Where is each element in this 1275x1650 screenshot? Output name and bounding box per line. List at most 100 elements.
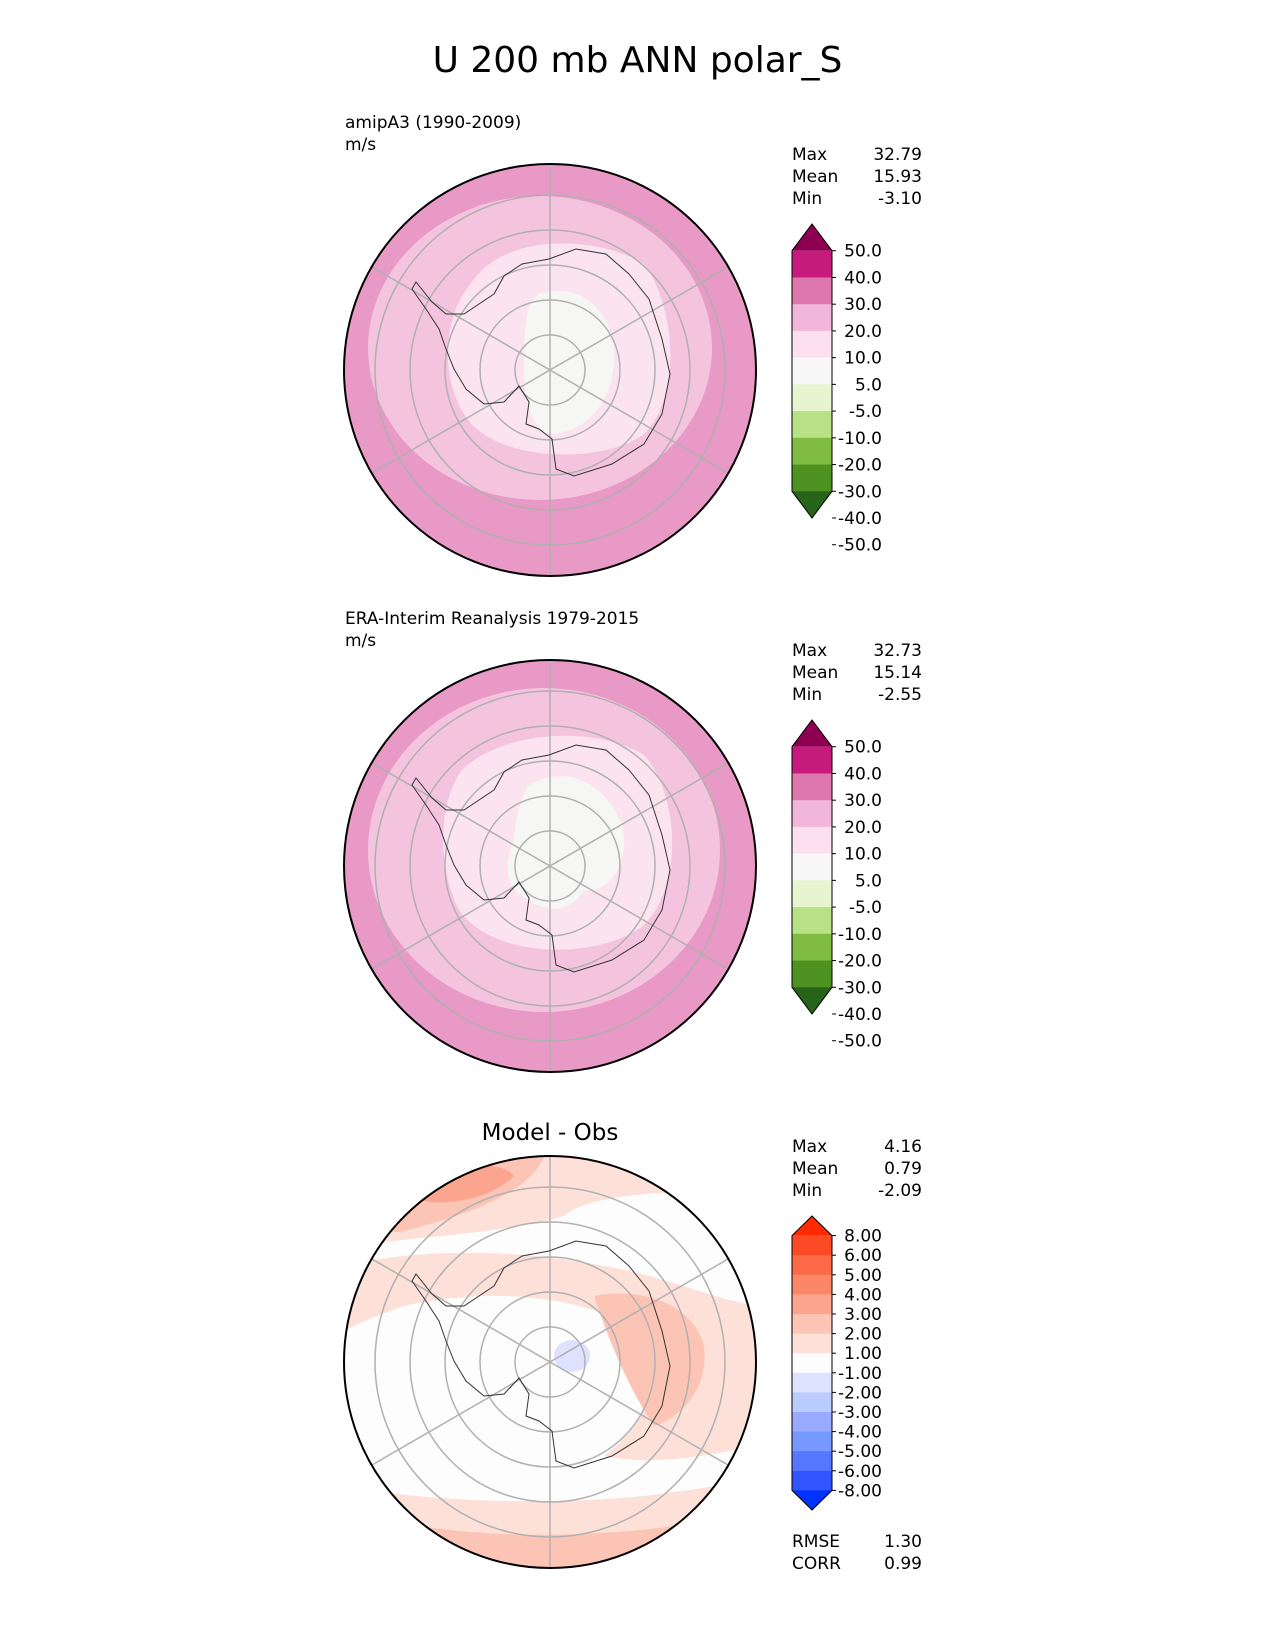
panel-2-title-line1: ERA-Interim Reanalysis 1979-2015	[345, 609, 640, 629]
colorbar-extend-min	[792, 491, 832, 518]
stat-max: 4.16	[884, 1137, 922, 1157]
colorbar-tick-label: -8.00	[838, 1481, 882, 1501]
panel-2-colorbar: 50.0 40.0 30.0 20.0 10.0 5.0 -5.0 -10.0 -20.0 -30…	[791, 719, 882, 1052]
colorbar-segment	[792, 1431, 832, 1452]
stat-label: Mean	[792, 167, 839, 187]
panel-3-antarctica-coastline	[411, 1240, 671, 1469]
colorbar-tick-label: -1.00	[838, 1364, 882, 1384]
colorbar-segment	[792, 437, 832, 466]
colorbar-segment	[792, 853, 832, 881]
colorbar-segment	[792, 1372, 832, 1393]
panel-3-map-boundary	[343, 1155, 757, 1569]
panel-1-stats: Max 32.79 Mean 15.93 Min -3.10	[792, 144, 922, 210]
colorbar-tick-label: -30.0	[838, 978, 882, 998]
colorbar-segment	[792, 1333, 832, 1354]
colorbar-segment	[792, 1353, 832, 1374]
colorbar-tick-label: -5.0	[849, 898, 882, 918]
panel-2-antarctica-coastline	[411, 744, 671, 973]
colorbar-tick-label: 3.00	[844, 1305, 882, 1325]
panel-2-map	[343, 659, 757, 1073]
colorbar-segment	[792, 384, 832, 412]
panel-3-stats: Max 4.16 Mean 0.79 Min -2.09	[792, 1136, 922, 1202]
colorbar-segment	[792, 826, 832, 855]
panel-2-units: m/s	[345, 631, 377, 651]
colorbar-tick-label: -50.0	[838, 536, 882, 556]
colorbar-tick-label: 6.00	[844, 1246, 882, 1266]
panel-1-title-line1: amipA3 (1990-2009)	[345, 113, 522, 133]
panel-3-map	[343, 1155, 757, 1569]
panel-3-graticule	[371, 1156, 729, 1568]
colorbar-tick-label: -40.0	[838, 1005, 882, 1025]
stat-mean: 15.93	[873, 167, 922, 187]
colorbar-segment	[792, 1392, 832, 1413]
stat-min: -2.55	[878, 685, 922, 705]
colorbar-segment	[792, 933, 832, 962]
metric-corr: 0.99	[884, 1554, 922, 1574]
panel-3-title: Model - Obs	[481, 1120, 619, 1146]
stat-label: Min	[792, 1181, 823, 1201]
colorbar-tick-label: 50.0	[844, 242, 882, 262]
colorbar-segment	[792, 250, 832, 278]
colorbar-tick-label: -30.0	[838, 482, 882, 502]
colorbar-tick-label: 5.0	[855, 871, 882, 891]
metric-rmse: 1.30	[884, 1532, 922, 1552]
colorbar-segment	[792, 277, 832, 305]
colorbar-tick-label: 20.0	[844, 818, 882, 838]
stat-label: Max	[792, 1137, 828, 1157]
colorbar-extend-min	[792, 1490, 832, 1510]
panel-1-map	[343, 163, 757, 577]
colorbar-tick-label: -5.0	[849, 402, 882, 422]
colorbar-tick-label: 5.00	[844, 1266, 882, 1286]
colorbar-segment	[792, 1314, 832, 1335]
panel-3-band-2-3-east	[594, 1293, 705, 1426]
colorbar-tick-label: -40.0	[838, 509, 882, 529]
panel-1-band-near-zero	[524, 290, 615, 435]
colorbar-segment	[792, 1274, 832, 1295]
panel-2-title: ERA-Interim Reanalysis 1979-2015 m/s	[345, 608, 639, 652]
colorbar-tick-label: 30.0	[844, 295, 882, 315]
stat-mean: 15.14	[873, 663, 922, 683]
panel-1-map-boundary	[343, 163, 757, 577]
metric-label: RMSE	[792, 1532, 841, 1552]
colorbar-tick-label: 10.0	[844, 845, 882, 865]
panel-1-colorbar: 50.0 40.0 30.0 20.0 10.0 5.0 -5.0 -10.0 -20.0 -30…	[791, 223, 882, 556]
stat-max: 32.79	[873, 145, 922, 165]
colorbar-segment	[792, 1235, 832, 1256]
colorbar-tick-label: -10.0	[838, 429, 882, 449]
colorbar-tick-label: -5.00	[838, 1442, 882, 1462]
stat-label: Mean	[792, 663, 839, 683]
colorbar-tick-label: 20.0	[844, 322, 882, 342]
stat-label: Mean	[792, 1159, 839, 1179]
colorbar-tick-label: 4.00	[844, 1285, 882, 1305]
panel-1-graticule	[371, 164, 729, 576]
colorbar-segment	[792, 746, 832, 774]
colorbar-tick-label: -20.0	[838, 952, 882, 972]
metric-label: CORR	[792, 1554, 841, 1574]
colorbar-tick-label: 5.0	[855, 375, 882, 395]
colorbar-tick-label: 1.00	[844, 1344, 882, 1364]
panel-2-graticule	[371, 660, 729, 1072]
colorbar-tick-label: 40.0	[844, 268, 882, 288]
panel-3-colorbar: 8.006.005.004.003.002.001.00-1.00-2.00-3…	[791, 1215, 882, 1511]
colorbar-tick-label: 8.00	[844, 1227, 882, 1247]
colorbar-tick-label: -2.00	[838, 1383, 882, 1403]
colorbar-extend-max	[792, 224, 832, 251]
stat-label: Min	[792, 189, 823, 209]
panel-1-antarctica-coastline	[411, 248, 671, 477]
panel-2-stats: Max 32.73 Mean 15.14 Min -2.55	[792, 640, 922, 706]
panel-1-units: m/s	[345, 135, 377, 155]
stat-label: Max	[792, 641, 828, 661]
colorbar-tick-label: -3.00	[838, 1403, 882, 1423]
colorbar-tick-label: -6.00	[838, 1462, 882, 1482]
colorbar-tick-label: 40.0	[844, 764, 882, 784]
stat-label: Max	[792, 145, 828, 165]
stat-min: -2.09	[878, 1181, 922, 1201]
stat-min: -3.10	[878, 189, 922, 209]
colorbar-segment	[792, 880, 832, 908]
panel-1-title: amipA3 (1990-2009) m/s	[345, 112, 521, 156]
colorbar-tick-label: -20.0	[838, 456, 882, 476]
colorbar-segment	[792, 357, 832, 385]
colorbar-segment	[792, 800, 832, 828]
colorbar-segment	[792, 1451, 832, 1472]
panel-3-band-negative	[554, 1340, 590, 1372]
